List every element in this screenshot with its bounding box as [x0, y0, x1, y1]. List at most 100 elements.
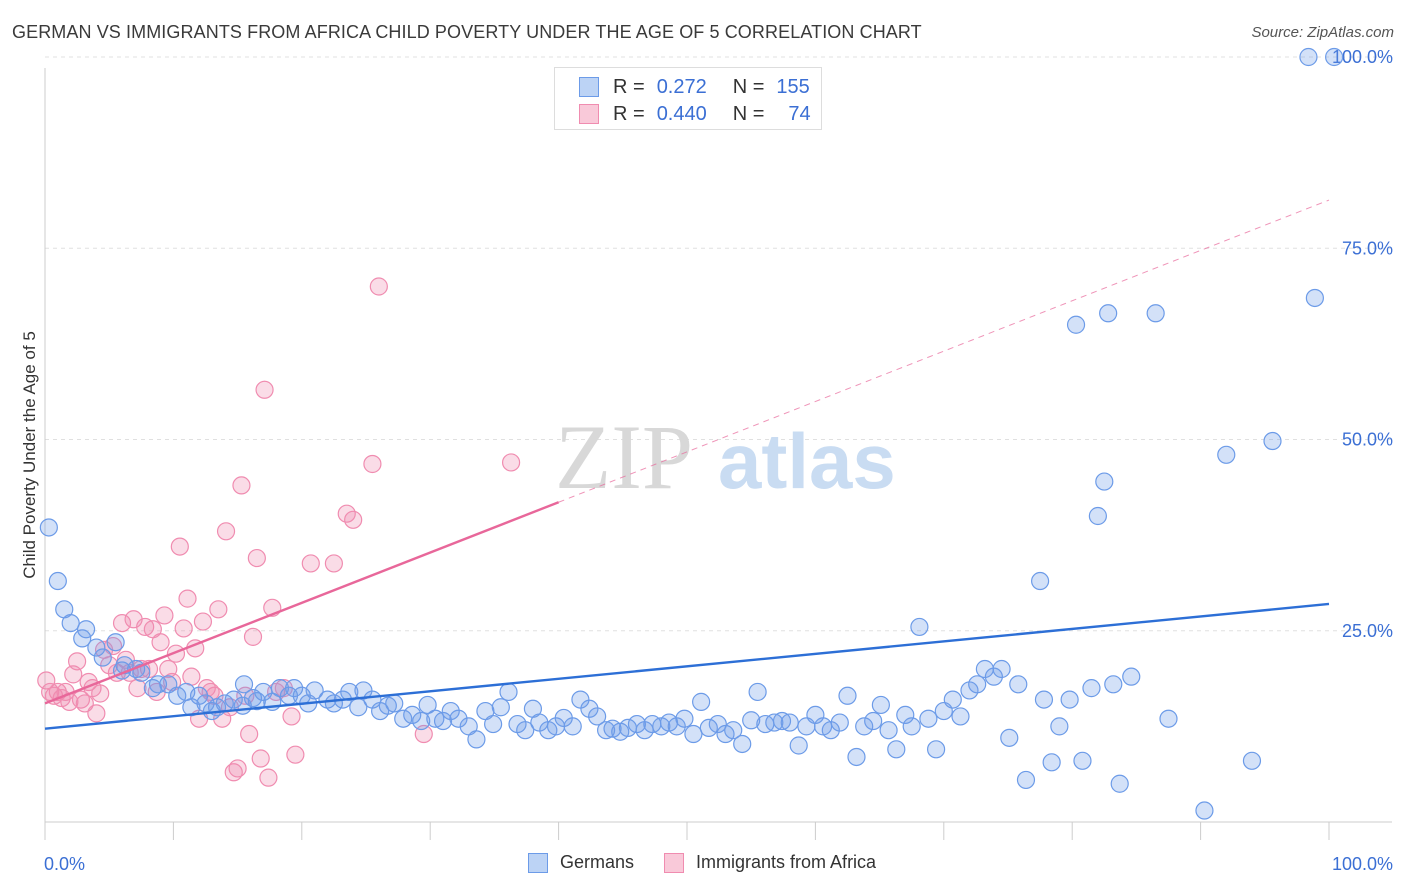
germans-point: [76, 620, 96, 639]
germans-point: [772, 711, 792, 731]
germans-point: [733, 734, 752, 754]
germans-point: [1263, 431, 1282, 451]
germans-point: [902, 717, 921, 736]
germans-point: [1099, 304, 1118, 323]
germans-point: [742, 711, 761, 730]
africa-point: [301, 554, 320, 573]
germans-point: [684, 724, 703, 744]
germans-point: [919, 709, 938, 728]
germans-point: [1095, 472, 1114, 491]
africa-legend-label: Immigrants from Africa: [696, 852, 877, 872]
stats-legend: R = 0.272 N = 155 R = 0.440 N = 74: [554, 67, 822, 130]
africa-point: [243, 627, 263, 646]
germans-swatch: [579, 77, 599, 97]
stats-row-germans: R = 0.272 N = 155: [579, 74, 810, 100]
x-tick-label: 0.0%: [44, 854, 85, 874]
africa-point: [151, 633, 170, 652]
germans-point: [1016, 770, 1036, 790]
germans-trend-line: [44, 602, 1330, 730]
series-legend: Germans Immigrants from Africa: [528, 852, 876, 873]
africa-point: [67, 652, 87, 671]
germans-point: [951, 707, 970, 726]
germans-point: [106, 633, 125, 652]
germans-point: [724, 721, 743, 740]
germans-point: [305, 681, 324, 700]
germans-point: [1195, 801, 1214, 820]
germans-point: [1042, 753, 1061, 772]
africa-point: [251, 749, 270, 768]
africa-point: [369, 277, 388, 296]
watermark-zip: ZIP: [555, 406, 693, 508]
germans-point: [484, 714, 503, 734]
africa-point: [240, 724, 259, 744]
germans-point: [224, 690, 243, 709]
watermark-atlas: atlas: [718, 417, 896, 505]
africa-point: [75, 694, 94, 713]
africa-point: [155, 606, 174, 625]
africa-point: [170, 537, 189, 556]
germans-point: [699, 718, 718, 738]
germans-point: [418, 695, 437, 715]
germans-point: [467, 730, 486, 749]
africa-swatch: [579, 104, 599, 124]
germans-point: [412, 711, 431, 731]
germans-point: [491, 698, 510, 717]
germans-point: [597, 721, 616, 740]
y-tick-label: 50.0%: [1342, 430, 1393, 450]
africa-point: [128, 679, 147, 698]
africa-point: [209, 600, 228, 619]
germans-point: [1325, 47, 1344, 67]
germans-point: [879, 721, 898, 740]
germans-point: [1030, 571, 1050, 591]
germans-point: [968, 675, 987, 694]
y-tick-label: 25.0%: [1342, 621, 1393, 641]
germans-point: [1146, 304, 1165, 323]
germans-point: [896, 705, 915, 725]
germans-point: [1299, 47, 1318, 67]
africa-point: [282, 707, 301, 726]
germans-point: [39, 518, 58, 537]
germans-legend-swatch: [528, 852, 548, 873]
africa-point: [363, 454, 382, 474]
africa-point: [91, 684, 110, 703]
germans-point: [667, 717, 686, 736]
germans-point: [887, 740, 906, 759]
germans-point: [984, 667, 1003, 686]
germans-point: [403, 705, 422, 725]
germans-point: [247, 692, 266, 711]
germans-point: [1242, 751, 1262, 770]
germans-point: [1122, 667, 1141, 686]
germans-point: [87, 638, 106, 657]
germans-point: [780, 713, 799, 732]
r-value: 0.440: [656, 102, 707, 125]
germans-point: [1000, 728, 1019, 747]
germans-point: [855, 717, 874, 736]
n-value: 155: [776, 75, 810, 98]
germans-point: [1110, 774, 1129, 793]
africa-point: [501, 453, 521, 472]
germans-point: [385, 694, 404, 713]
germans-point: [234, 675, 254, 694]
germans-point: [748, 682, 767, 702]
africa-trend-extension: [558, 199, 1330, 503]
africa-point: [216, 522, 236, 541]
y-tick-label: 75.0%: [1342, 238, 1393, 258]
germans-point: [1104, 675, 1123, 694]
germans-point: [789, 736, 808, 755]
r-label: R =: [613, 102, 645, 125]
germans-point: [1050, 717, 1069, 736]
gridlines: [45, 56, 1392, 632]
germans-legend-label: Germans: [560, 852, 635, 872]
germans-point: [394, 709, 413, 728]
germans-point: [1009, 675, 1028, 694]
axes: [44, 68, 1392, 840]
germans-point: [675, 709, 694, 728]
germans-point: [765, 713, 784, 732]
tick-labels: 25.0% 50.0% 75.0% 100.0% 0.0% 100.0%: [44, 47, 1393, 874]
africa-point: [193, 612, 213, 631]
x-tick-label: 100.0%: [1332, 854, 1393, 874]
africa-point: [232, 476, 251, 495]
chart-title: GERMAN VS IMMIGRANTS FROM AFRICA CHILD P…: [12, 22, 922, 42]
africa-point: [112, 613, 132, 633]
